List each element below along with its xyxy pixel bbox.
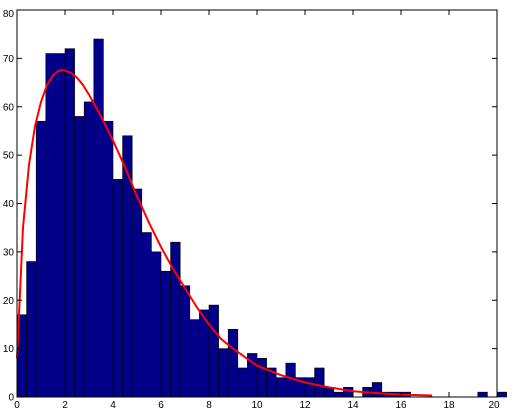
y-tick-label: 80 — [3, 9, 15, 20]
histogram-bar — [93, 38, 104, 398]
x-tick-label: 10 — [251, 400, 263, 411]
histogram-bar — [227, 328, 239, 398]
histogram-bar — [304, 377, 315, 398]
histogram-bar — [275, 377, 287, 398]
histogram-bar — [208, 304, 219, 398]
x-tick-label: 14 — [347, 400, 359, 411]
histogram-bar — [131, 188, 143, 398]
histogram-bar — [151, 251, 162, 398]
y-tick-label: 40 — [3, 199, 15, 210]
y-tick-label: 10 — [3, 344, 15, 355]
y-tick-label: 0 — [8, 393, 14, 404]
x-tick-label: 4 — [110, 400, 116, 411]
y-tick-label: 30 — [3, 247, 15, 258]
x-tick-label: 12 — [299, 400, 311, 411]
histogram-bar — [333, 391, 344, 398]
x-tick-label: 20 — [488, 400, 500, 411]
histogram-bar — [83, 101, 95, 398]
histogram-bar — [189, 319, 200, 398]
histogram-bar — [35, 120, 47, 398]
histogram-bars — [16, 38, 507, 398]
histogram-bar — [160, 270, 171, 398]
histogram-bar — [496, 391, 507, 398]
histogram-bar — [314, 367, 325, 398]
x-tick-label: 2 — [62, 400, 68, 411]
histogram-bar — [477, 391, 488, 398]
histogram-bar — [103, 120, 114, 398]
histogram-bar — [112, 179, 123, 398]
y-tick-label: 70 — [3, 54, 15, 65]
x-tick-label: 6 — [158, 400, 164, 411]
histogram-bar — [218, 348, 229, 398]
histogram-bar — [371, 382, 383, 398]
x-tick-label: 16 — [395, 400, 407, 411]
axis-ticks: 0 2 4 6 8 10 12 14 16 18 20 0 10 20 30 40 50 60 70 80 — [3, 9, 500, 411]
fitted-curve — [16, 69, 433, 397]
histogram-bar — [141, 232, 152, 398]
histogram-bar — [179, 285, 191, 398]
y-tick-label: 20 — [3, 296, 15, 307]
y-tick-label: 60 — [3, 102, 15, 113]
x-tick-label: 18 — [443, 400, 455, 411]
histogram-bar — [237, 367, 248, 398]
x-tick-label: 8 — [206, 400, 212, 411]
y-tick-label: 50 — [3, 151, 15, 162]
histogram-bar — [55, 53, 66, 398]
histogram-bar — [45, 53, 56, 398]
histogram-bar — [256, 357, 267, 398]
histogram-bar — [74, 116, 85, 398]
histogram-bar — [343, 387, 354, 398]
histogram-bar — [64, 48, 75, 398]
x-tick-label: 0 — [14, 400, 20, 411]
histogram-bar — [26, 261, 37, 398]
